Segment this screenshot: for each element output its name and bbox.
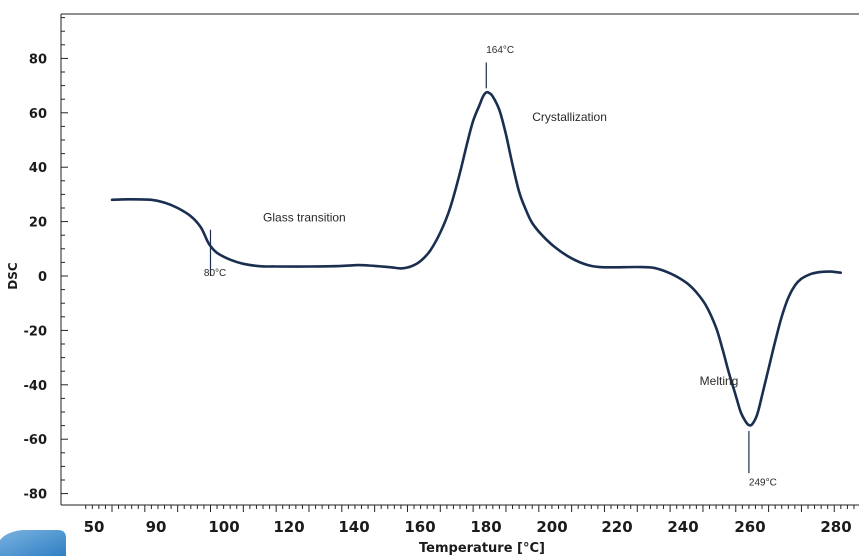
x-tick-label: 120 — [273, 518, 304, 536]
x-tick-label: 90 — [146, 518, 167, 536]
y-tick-label: -60 — [24, 433, 48, 448]
annotation-label: 249°C — [749, 477, 777, 488]
y-tick-label: -40 — [24, 379, 48, 394]
y-tick-label: 0 — [38, 270, 47, 285]
dsc-curve — [110, 90, 843, 427]
y-tick-label: -80 — [24, 488, 48, 503]
x-tick-label: 50 — [84, 518, 105, 536]
x-tick-label: 200 — [536, 518, 567, 536]
annotation-label: Crystallization — [532, 110, 607, 124]
y-tick-label: 40 — [29, 161, 47, 176]
x-tick-label: 180 — [470, 518, 501, 536]
series-layer — [110, 90, 843, 427]
x-tick-label: 240 — [667, 518, 698, 536]
annotation-label: 80°C — [204, 268, 226, 279]
y-tick-label: 80 — [29, 52, 47, 67]
x-tick-label: 100 — [208, 518, 239, 536]
y-tick-label: 20 — [29, 216, 47, 231]
y-axis-label: DSC — [6, 262, 20, 290]
annotation-label: 164°C — [486, 45, 514, 56]
x-tick-label: 280 — [820, 518, 851, 536]
x-axis-ticks: 50 90 100 120 140 160 180 200 220 240 260 280 — [84, 505, 855, 536]
corner-decoration — [0, 530, 66, 556]
x-axis-label: Temperature [°C] — [419, 541, 545, 556]
y-axis-ticks: 80 60 40 20 0 -20 -40 -60 -80 — [24, 17, 68, 503]
y-tick-label: 60 — [29, 107, 47, 122]
x-tick-label: 140 — [338, 518, 369, 536]
annotation-label: Melting — [700, 374, 739, 388]
x-tick-label: 220 — [601, 518, 632, 536]
annotation-label: Glass transition — [263, 211, 346, 225]
x-tick-label: 260 — [734, 518, 765, 536]
y-tick-label: -20 — [24, 324, 48, 339]
annotations: Glass transition 80°C 164°C Crystallization… — [204, 45, 777, 488]
x-tick-label: 160 — [404, 518, 435, 536]
axes — [60, 13, 859, 506]
